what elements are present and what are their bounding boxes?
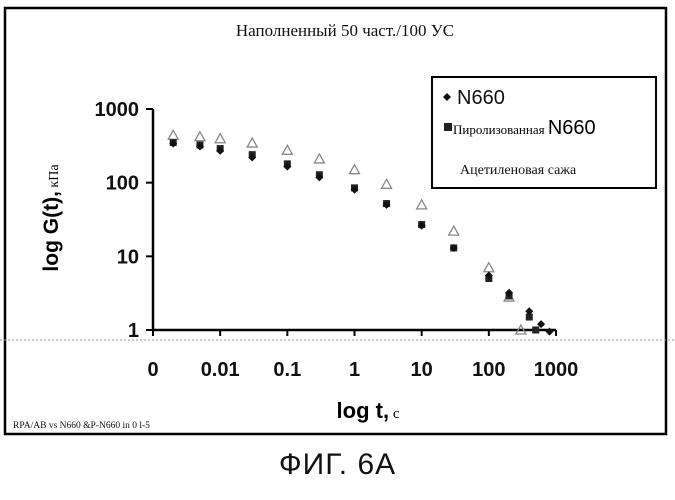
chart-title: Наполненный 50 част./100 УС [236, 21, 454, 40]
data-point [215, 134, 225, 143]
data-point [350, 165, 360, 174]
y-tick-label: 10 [117, 246, 139, 268]
x-tick-label: 1000 [534, 359, 579, 381]
legend-marker-square-icon [444, 123, 452, 131]
legend: N660 Пиролизованная N660 Ацетиленовая са… [432, 77, 656, 188]
x-tick-label: 1 [349, 359, 360, 381]
legend-label-acetylene: Ацетиленовая сажа [460, 163, 577, 178]
legend-label-n660: N660 [457, 87, 505, 109]
figure-caption: ФИГ. 6А [0, 448, 675, 488]
chart-figure: Наполненный 50 част./100 УС 0 0.01 0.1 1 10 1… [0, 0, 675, 500]
x-tick-label: 0.01 [201, 359, 240, 381]
x-axis-label: log t, с [337, 398, 400, 423]
data-point [532, 327, 539, 334]
footnote: RPA/AB vs N660 &P-N660 in 0 l-5 [13, 421, 150, 431]
y-tick-label: 1 [128, 320, 139, 342]
x-tick-label: 100 [472, 359, 505, 381]
x-tick-label: 0 [147, 359, 158, 381]
x-tick-label: 10 [411, 359, 433, 381]
data-point [314, 154, 324, 163]
y-tick-label: 1000 [95, 99, 140, 121]
y-axis-label: log G(t), кПа [40, 164, 63, 272]
y-tick-label: 100 [106, 173, 139, 195]
data-point [282, 145, 292, 154]
data-point [449, 226, 459, 235]
data-point [195, 132, 205, 141]
data-point [417, 200, 427, 209]
data-point [382, 179, 392, 188]
data-point [168, 130, 178, 139]
x-tick-label: 0.1 [273, 359, 301, 381]
data-point [484, 263, 494, 272]
data-point [247, 138, 257, 147]
